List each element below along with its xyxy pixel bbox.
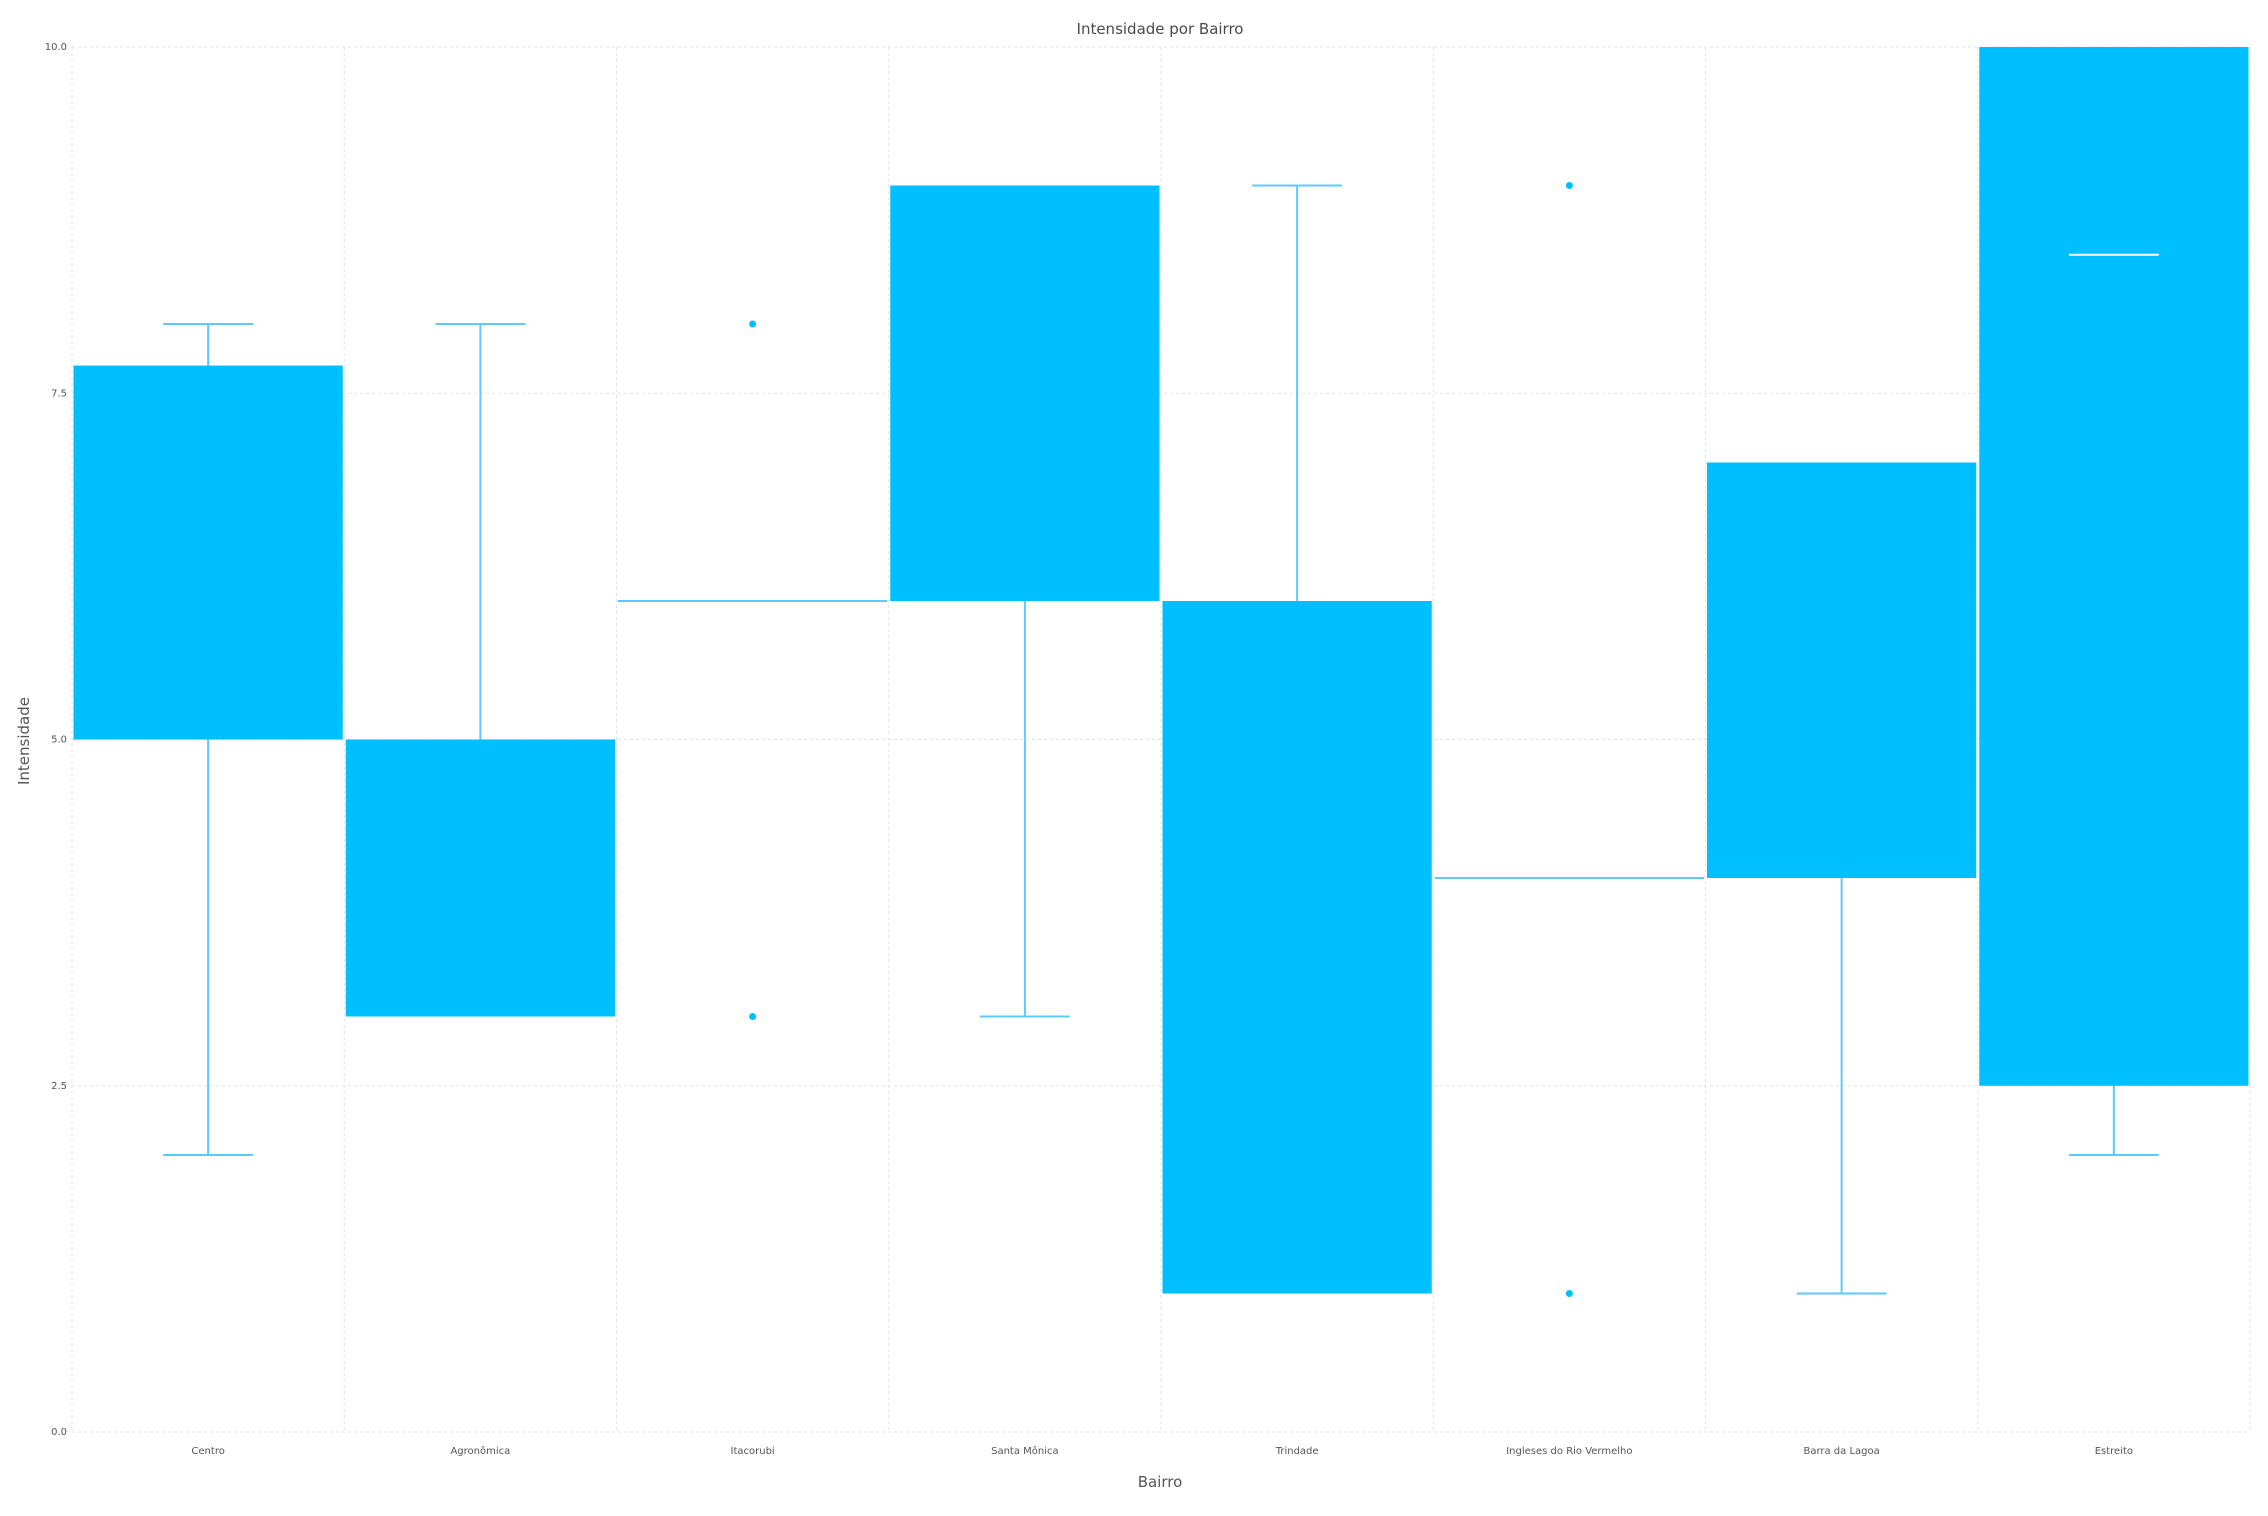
x-tick-label: Itacorubi [731, 1446, 775, 1457]
outlier-point [749, 320, 757, 328]
chart-title: Intensidade por Bairro [1077, 20, 1244, 38]
x-tick-label: Estreito [2095, 1446, 2133, 1457]
y-tick-label: 10.0 [45, 42, 67, 53]
box-5 [1162, 184, 1432, 1294]
box-body [1707, 462, 1977, 878]
box-6 [1434, 182, 1704, 1297]
y-tick-label: 7.5 [51, 388, 67, 399]
box-body [73, 365, 343, 740]
x-tick-label: Trindade [1275, 1446, 1319, 1457]
box-1 [73, 323, 343, 1156]
y-tick-label: 5.0 [51, 735, 67, 746]
y-tick-label: 2.5 [51, 1081, 67, 1092]
box-body [890, 185, 1160, 601]
box-2 [345, 323, 615, 1017]
box-body [1979, 47, 2249, 1086]
x-axis-label: Bairro [1138, 1473, 1183, 1491]
x-tick-label: Centro [191, 1446, 224, 1457]
tick-labels: 0.0 2.5 5.0 7.5 10.0 Centro Agronômica Itacorub… [45, 42, 2133, 1457]
x-tick-label: Agronômica [450, 1445, 510, 1457]
x-tick-label: Barra da Lagoa [1803, 1446, 1879, 1457]
boxes [73, 47, 2249, 1297]
box-body [1162, 601, 1432, 1294]
box-body [345, 739, 615, 1017]
y-axis-label: Intensidade [15, 697, 33, 785]
box-4 [890, 185, 1160, 1018]
x-tick-label: Ingleses do Rio Vermelho [1506, 1446, 1632, 1457]
outlier-point [749, 1013, 757, 1020]
box-8 [1979, 47, 2249, 1156]
grid [71, 46, 2251, 1433]
outlier-point [1565, 1290, 1573, 1297]
box-3 [618, 320, 888, 1020]
y-tick-label: 0.0 [51, 1427, 67, 1438]
box-7 [1707, 462, 1977, 1295]
x-tick-label: Santa Mônica [991, 1445, 1059, 1457]
outlier-point [1565, 182, 1573, 189]
